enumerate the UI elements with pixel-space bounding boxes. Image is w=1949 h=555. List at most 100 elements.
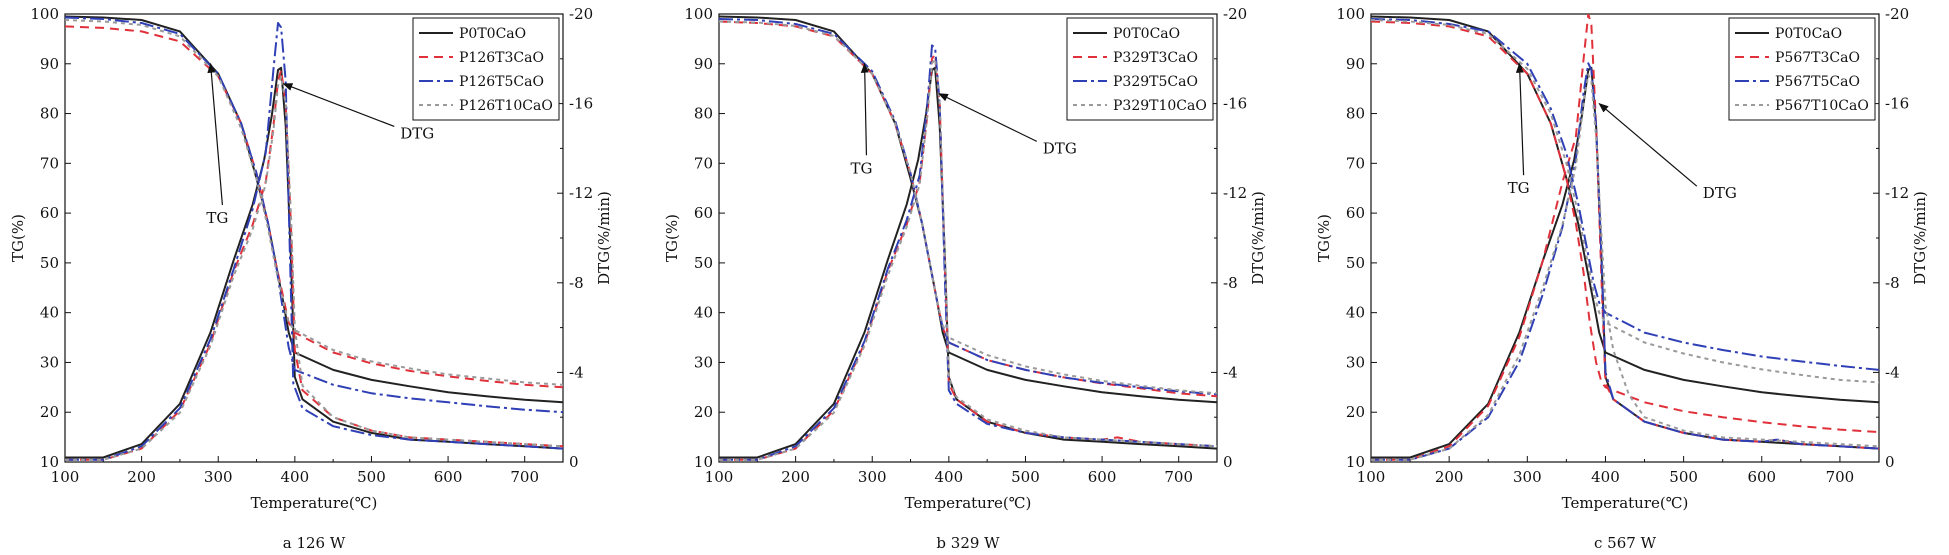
legend-label: P0T0CaO — [459, 26, 526, 42]
y-left-tick-label: 70 — [1346, 154, 1365, 172]
y-left-tick-label: 100 — [30, 5, 59, 23]
annotation-label-dtg: DTG — [1703, 184, 1737, 202]
y-right-axis-label: DTG(%/min) — [1911, 191, 1929, 285]
y-left-tick-label: 40 — [694, 304, 713, 322]
x-tick-label: 500 — [1011, 468, 1040, 486]
y-left-tick-label: 30 — [694, 353, 713, 371]
series-group — [719, 15, 1217, 461]
y-right-tick-label: -20 — [1885, 5, 1909, 23]
y-right-tick-label: -16 — [569, 95, 593, 113]
tg-line-P567T3CaO — [1371, 20, 1879, 434]
y-right-tick-label: -8 — [1223, 274, 1238, 292]
legend-label: P329T10CaO — [1113, 98, 1207, 114]
legend-box — [1066, 17, 1214, 121]
x-tick-label: 200 — [127, 468, 156, 486]
y-left-tick-label: 80 — [1346, 105, 1365, 123]
dtg-line-P567T3CaO — [1371, 14, 1879, 461]
y-left-axis-label: TG(%) — [9, 214, 27, 262]
x-tick-label: 200 — [781, 468, 810, 486]
x-tick-label: 700 — [510, 468, 539, 486]
x-tick-label: 100 — [705, 468, 734, 486]
tg-line-P329T10CaO — [719, 20, 1217, 395]
annotation-label-dtg: DTG — [400, 124, 434, 142]
dtg-line-P0T0CaO — [65, 66, 563, 459]
legend-label: P329T3CaO — [1113, 50, 1198, 66]
y-left-tick-label: 10 — [1346, 453, 1365, 471]
x-tick-label: 600 — [1747, 468, 1776, 486]
panel-caption: b 329 W — [936, 534, 1000, 552]
y-right-tick-label: 0 — [1885, 453, 1895, 471]
series-group — [65, 15, 563, 461]
legend-box — [1728, 17, 1876, 121]
y-right-axis-label: DTG(%/min) — [1249, 191, 1267, 285]
y-right-tick-label: -8 — [1885, 274, 1900, 292]
x-tick-label: 100 — [1357, 468, 1386, 486]
y-left-tick-label: 30 — [1346, 353, 1365, 371]
y-left-tick-label: 90 — [40, 55, 59, 73]
x-tick-label: 300 — [1513, 468, 1542, 486]
x-tick-label: 100 — [51, 468, 80, 486]
y-left-tick-label: 10 — [40, 453, 59, 471]
y-right-tick-label: -12 — [1885, 184, 1909, 202]
x-tick-label: 400 — [935, 468, 964, 486]
legend-label: P126T5CaO — [459, 74, 544, 90]
x-tick-label: 300 — [204, 468, 233, 486]
annotation-label-dtg: DTG — [1043, 139, 1077, 157]
series-group — [1371, 14, 1879, 461]
legend-label: P567T3CaO — [1775, 50, 1860, 66]
y-left-tick-label: 70 — [40, 154, 59, 172]
legend-label: P329T5CaO — [1113, 74, 1198, 90]
dtg-line-P126T10CaO — [65, 75, 563, 461]
dtg-line-P329T10CaO — [719, 57, 1217, 461]
tg-line-P567T5CaO — [1371, 18, 1879, 371]
y-left-tick-label: 60 — [1346, 204, 1365, 222]
legend-label: P567T10CaO — [1775, 98, 1869, 114]
y-right-tick-label: -4 — [1223, 363, 1238, 381]
y-right-tick-label: -20 — [1223, 5, 1247, 23]
legend-label: P126T10CaO — [459, 98, 553, 114]
annotation-label-tg: TG — [1508, 179, 1530, 197]
annotation-arrow — [1598, 102, 1698, 187]
x-tick-label: 300 — [858, 468, 887, 486]
y-left-tick-label: 60 — [694, 204, 713, 222]
y-left-tick-label: 20 — [1346, 403, 1365, 421]
y-left-axis-label: TG(%) — [663, 214, 681, 262]
annotation-arrow — [937, 93, 1038, 142]
y-left-tick-label: 80 — [40, 105, 59, 123]
y-left-axis-label: TG(%) — [1315, 214, 1333, 262]
y-left-tick-label: 70 — [694, 154, 713, 172]
dtg-line-P0T0CaO — [719, 66, 1217, 459]
legend-box — [412, 17, 560, 121]
legend-label: P567T5CaO — [1775, 74, 1860, 90]
annotation-label-tg: TG — [850, 159, 872, 177]
y-left-tick-label: 90 — [1346, 55, 1365, 73]
y-right-tick-label: -4 — [569, 363, 584, 381]
tg-line-P126T5CaO — [65, 16, 563, 414]
y-left-tick-label: 10 — [694, 453, 713, 471]
y-left-tick-label: 50 — [1346, 254, 1365, 272]
annotation-arrow — [282, 83, 395, 128]
y-left-tick-label: 100 — [684, 5, 713, 23]
x-tick-label: 200 — [1435, 468, 1464, 486]
x-axis-label: Temperature(℃) — [1562, 494, 1689, 512]
dtg-line-P126T5CaO — [65, 22, 563, 461]
legend-label: P0T0CaO — [1775, 26, 1842, 42]
y-right-tick-label: 0 — [1223, 453, 1233, 471]
panel-caption: c 567 W — [1594, 534, 1657, 552]
y-left-tick-label: 30 — [40, 353, 59, 371]
y-left-tick-label: 80 — [694, 105, 713, 123]
x-tick-label: 600 — [434, 468, 463, 486]
y-right-axis-label: DTG(%/min) — [595, 191, 613, 285]
y-left-tick-label: 40 — [40, 304, 59, 322]
legend-label: P126T3CaO — [459, 50, 544, 66]
x-tick-label: 500 — [357, 468, 386, 486]
dtg-line-P126T3CaO — [65, 69, 563, 461]
x-axis-label: Temperature(℃) — [905, 494, 1032, 512]
chart-panel-2: 100 200 300 400 500 600 700 10 20 30 40 50 60 70 80 90 1… — [1315, 5, 1929, 552]
y-left-tick-label: 60 — [40, 204, 59, 222]
y-right-tick-label: -16 — [1885, 95, 1909, 113]
annotation-arrow — [860, 62, 869, 156]
annotation-arrow — [1515, 62, 1525, 176]
y-left-tick-label: 20 — [694, 403, 713, 421]
